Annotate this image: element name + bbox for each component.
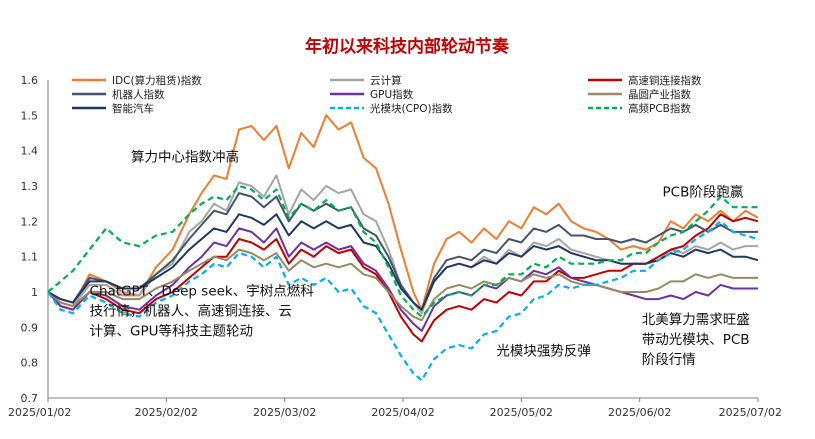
series-group bbox=[47, 114, 759, 382]
x-tick-label: 2025/02/02 bbox=[135, 406, 198, 419]
chart-title: 年初以来科技内部轮动节奏 bbox=[305, 36, 510, 57]
annotation-a3: 光模块强势反弹 bbox=[496, 344, 590, 360]
x-tick-label: 2025/03/02 bbox=[253, 406, 316, 419]
y-tick-label: 1.1 bbox=[21, 251, 39, 264]
annotation-a5: 北美算力需求旺盛带动光模块、PCB 阶段行情 bbox=[642, 312, 750, 368]
legend-label-6: 智能汽车 bbox=[112, 102, 154, 115]
legend-label-4: GPU指数 bbox=[370, 88, 414, 101]
y-tick-label: 0.8 bbox=[21, 357, 39, 370]
annotation-line: 北美算力需求旺盛 bbox=[642, 312, 750, 328]
series-line-5 bbox=[47, 248, 758, 322]
series-line-6 bbox=[47, 213, 759, 311]
series-line-4 bbox=[47, 227, 758, 332]
series-line-8 bbox=[47, 184, 758, 318]
annotation-line: 技行情，机器人、高速铜连接、云 bbox=[90, 303, 293, 320]
series-line-0 bbox=[47, 114, 759, 311]
y-tick-label: 0.7 bbox=[21, 392, 39, 405]
x-tick-label: 2025/07/02 bbox=[719, 406, 782, 419]
annotation-line: 计算、GPU等科技主题轮动 bbox=[90, 323, 253, 340]
legend-label-5: 晶圆产业指数 bbox=[628, 88, 691, 101]
annotation-line: ChatGPT、Deep seek、宇树点燃科 bbox=[90, 283, 315, 300]
y-tick-label: 0.9 bbox=[21, 321, 39, 334]
annotation-line: 算力中心指数冲高 bbox=[131, 148, 239, 165]
y-tick-label: 1.6 bbox=[21, 74, 39, 87]
y-tick-label: 1.4 bbox=[21, 145, 39, 158]
legend-label-0: IDC(算力租赁)指数 bbox=[112, 74, 202, 87]
axes: 0.7 0.8 0.9 1 1.1 1.2 1.3 1.4 1.5 1.6 2025/01/02 20… bbox=[8, 74, 782, 419]
annotation-line: 阶段行情 bbox=[642, 352, 696, 368]
annotation-line: 带动光模块、PCB bbox=[642, 332, 750, 348]
y-tick-label: 1 bbox=[31, 286, 38, 299]
annotations: 算力中心指数冲高 ChatGPT、Deep seek、宇树点燃科技行情，机器人、高… bbox=[90, 148, 750, 368]
legend-label-7: 光模块(CPO)指数 bbox=[370, 102, 453, 115]
legend-label-1: 云计算 bbox=[370, 74, 402, 87]
y-tick-label: 1.3 bbox=[21, 180, 39, 193]
annotation-line: 光模块强势反弹 bbox=[496, 344, 590, 360]
x-tick-label: 2025/04/02 bbox=[371, 406, 434, 419]
legend-label-2: 高速铜连接指数 bbox=[628, 74, 702, 87]
x-tick-label: 2025/05/02 bbox=[490, 406, 553, 419]
annotation-line: PCB阶段跑赢 bbox=[663, 184, 744, 201]
y-tick-label: 1.5 bbox=[21, 109, 39, 122]
series-line-7 bbox=[47, 220, 759, 382]
legend-label-3: 机器人指数 bbox=[112, 88, 165, 101]
annotation-a1: 算力中心指数冲高 bbox=[131, 148, 239, 165]
y-tick-label: 1.2 bbox=[21, 215, 39, 228]
x-tick-label: 2025/01/02 bbox=[8, 406, 71, 419]
annotation-a2: ChatGPT、Deep seek、宇树点燃科技行情，机器人、高速铜连接、云计算… bbox=[90, 283, 315, 340]
x-tick-label: 2025/06/02 bbox=[608, 406, 671, 419]
legend-label-8: 高频PCB指数 bbox=[628, 102, 691, 115]
annotation-a4: PCB阶段跑赢 bbox=[663, 184, 744, 201]
